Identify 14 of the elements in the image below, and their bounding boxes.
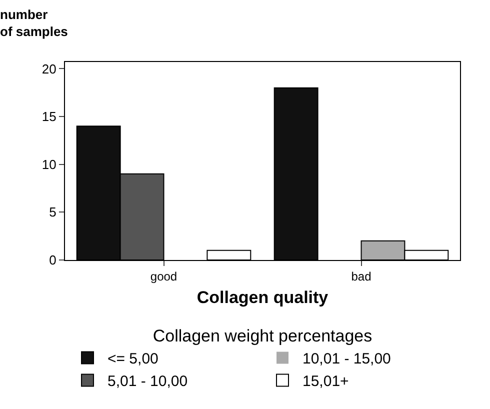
legend-title: Collagen weight percentages: [152, 326, 372, 346]
y-tick-label: 5: [49, 204, 56, 220]
x-tick-label: bad: [351, 269, 372, 284]
y-tick-label: 20: [42, 61, 56, 76]
y-tick-label: 0: [49, 252, 56, 268]
legend-label: 15,01+: [302, 373, 350, 390]
legend-label: 10,01 - 15,00: [302, 350, 391, 368]
y-tick-label: 15: [42, 109, 56, 124]
x-axis-title: Collagen quality: [196, 288, 329, 307]
legend-label: 5,01 - 10,00: [108, 373, 188, 390]
y-axis-title: number of samples: [0, 7, 68, 39]
x-tick-label: good: [150, 269, 178, 284]
legend-label: <= 5,00: [108, 350, 158, 368]
y-tick-label: 10: [42, 156, 56, 172]
